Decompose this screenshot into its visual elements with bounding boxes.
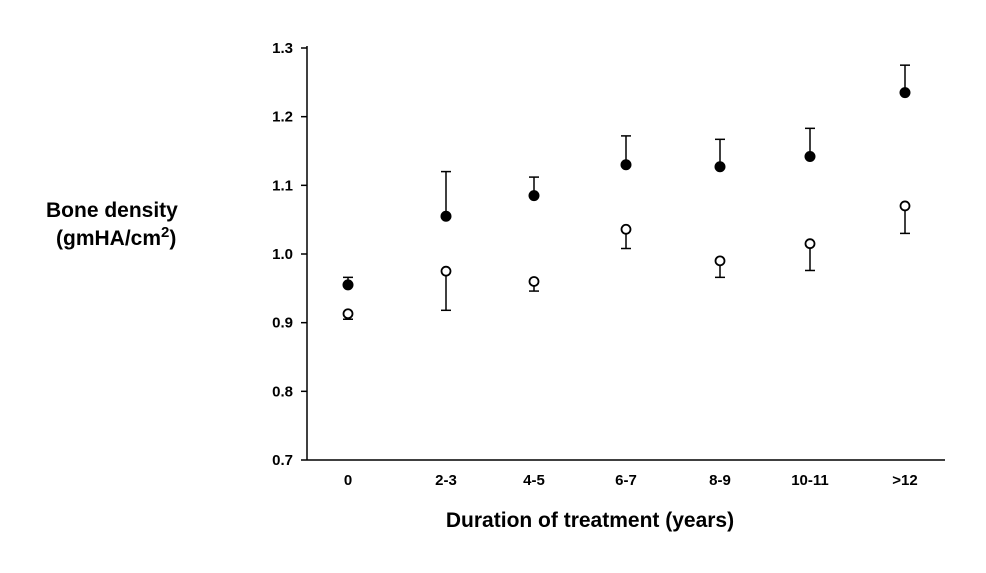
y-tick-label: 1.3 (272, 40, 293, 57)
data-point-open (528, 276, 540, 287)
series-layer (342, 64, 911, 320)
y-axis-title-line1: Bone density (46, 199, 178, 222)
y-tick-label: 1.1 (272, 177, 293, 194)
data-point-open (342, 308, 354, 320)
data-point-filled (714, 161, 726, 173)
data-point-filled (804, 150, 816, 162)
data-point-open (899, 200, 911, 212)
x-tick-label: 10-11 (791, 472, 829, 489)
y-tick-label: 0.7 (272, 452, 293, 469)
y-tick-label: 0.9 (272, 315, 293, 332)
data-point-filled (342, 279, 354, 291)
y-tick-label: 1.0 (272, 246, 293, 263)
data-point-open (440, 265, 452, 277)
y-tick-label: 1.2 (272, 109, 293, 126)
x-axis-title: Duration of treatment (years) (446, 509, 734, 532)
x-tick-label: 6-7 (615, 472, 637, 489)
data-point-open (804, 238, 816, 250)
x-tick-label: >12 (892, 472, 917, 489)
y-axis-title-suffix: ) (169, 227, 176, 250)
data-point-filled (528, 190, 540, 202)
x-tick-label: 8-9 (709, 472, 731, 489)
data-point-filled (620, 159, 632, 171)
data-point-filled (440, 210, 452, 222)
series-open (342, 200, 911, 320)
x-tick-label: 2-3 (435, 472, 457, 489)
axes (306, 46, 945, 461)
data-point-filled (899, 87, 911, 99)
data-point-open (714, 255, 726, 267)
y-tick-label: 0.8 (272, 383, 293, 400)
x-tick-label: 4-5 (523, 472, 545, 489)
y-axis-title-sup: 2 (161, 224, 169, 241)
x-tick-label: 0 (344, 472, 352, 489)
y-axis-title-prefix: (gmHA/cm (56, 227, 161, 250)
x-ticks: 0 2-3 4-5 6-7 8-9 10-11 >12 (344, 472, 918, 489)
series-filled (342, 64, 911, 291)
y-ticks: 0.7 0.8 0.9 1.0 1.1 1.2 1.3 (272, 40, 307, 469)
y-axis-title-line2: (gmHA/cm2) (56, 224, 176, 250)
data-point-open (620, 223, 632, 235)
